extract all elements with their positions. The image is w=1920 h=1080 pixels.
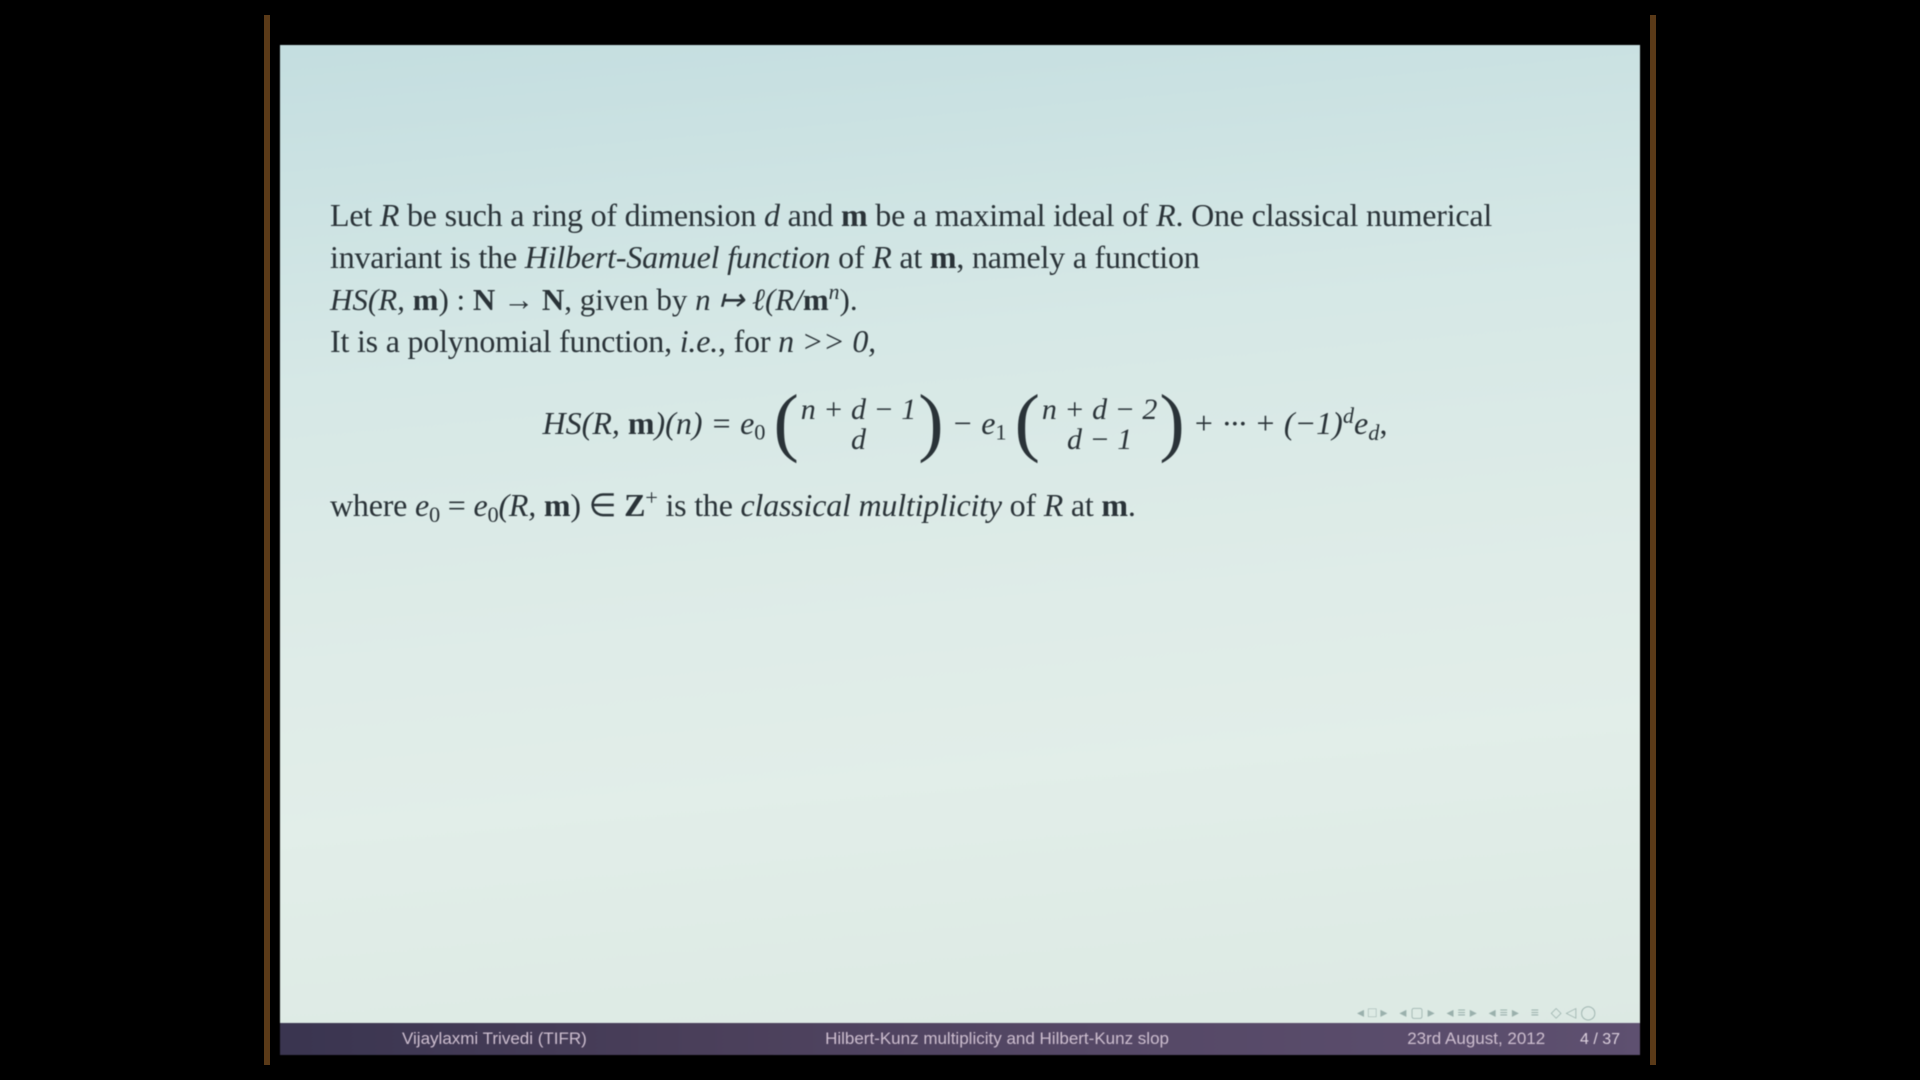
t: at — [892, 239, 930, 275]
t: of — [1002, 487, 1044, 523]
var-m: m — [1101, 487, 1127, 523]
slide-body: Let R be such a ring of dimension d and … — [280, 45, 1640, 1055]
top: n + d − 2 — [1042, 395, 1158, 425]
slide-footer: Vijaylaxmi Trivedi (TIFR) Hilbert-Kunz m… — [280, 1023, 1640, 1055]
t: )(n) = e — [655, 405, 755, 441]
t: ). — [840, 282, 858, 317]
sub0: 0 — [754, 419, 765, 444]
lparen: ( — [773, 392, 798, 453]
var-R: R — [380, 197, 399, 233]
footer-author: Vijaylaxmi Trivedi (TIFR) — [292, 1029, 587, 1049]
e0: e — [415, 487, 429, 523]
tail: + ··· + (−1)ded, — [1193, 403, 1388, 446]
map: n ↦ ℓ(R/ — [695, 282, 803, 317]
s0: 0 — [429, 502, 440, 527]
lparen: ( — [1015, 392, 1040, 453]
t: ) : — [438, 282, 472, 317]
t: (R, — [582, 405, 628, 441]
t: − e — [952, 405, 996, 441]
line-polynomial: It is a polynomial function, i.e., for n… — [330, 321, 1600, 363]
ie: i.e. — [680, 323, 718, 359]
rparen: ) — [918, 392, 943, 453]
footer-right: 23rd August, 2012 4 / 37 — [1407, 1029, 1628, 1049]
footer-date: 23rd August, 2012 — [1407, 1029, 1545, 1048]
t: , namely a function — [956, 239, 1199, 275]
t: , for — [718, 323, 778, 359]
minus-e1: − e1 — [952, 405, 1007, 446]
sub-d: d — [1368, 420, 1379, 445]
t: Let — [330, 197, 380, 233]
binom-inner: n + d − 1 d — [799, 395, 919, 455]
var-R: R — [1156, 197, 1175, 233]
t: , given by — [564, 282, 695, 317]
t: be such a ring of dimension — [399, 197, 764, 233]
set-N: N — [473, 282, 495, 317]
paragraph-1: Let R be such a ring of dimension d and … — [330, 195, 1600, 278]
var-m: m — [930, 239, 956, 275]
var-d: d — [764, 197, 780, 233]
line-where: where e0 = e0(R, m) ∈ Z+ is the classica… — [330, 483, 1600, 529]
var-R: R — [872, 239, 891, 275]
sym-HS: HS — [330, 282, 368, 317]
comma: , — [1379, 406, 1387, 442]
e0: e — [473, 487, 487, 523]
var-m: m — [841, 197, 867, 233]
plus: + — [645, 485, 657, 510]
sup-d: d — [1343, 403, 1354, 428]
cond: n >> 0, — [778, 323, 876, 359]
slide-frame: Let R be such a ring of dimension d and … — [270, 15, 1650, 1065]
formula-hs-expansion: HS(R, m)(n) = e0 ( n + d − 1 d ) − e1 ( … — [330, 394, 1600, 455]
line-hs-def: HS(R, m) : N → N, given by n ↦ ℓ(R/mn). — [330, 278, 1600, 321]
t: is the — [658, 487, 741, 523]
bot: d − 1 — [1067, 425, 1132, 455]
term-classical-multiplicity: classical multiplicity — [741, 487, 1002, 523]
top: n + d − 1 — [801, 395, 917, 425]
term-hilbert-samuel: Hilbert-Samuel function — [525, 239, 831, 275]
e: e — [1354, 406, 1368, 442]
var-R: R — [1044, 487, 1063, 523]
s0: 0 — [487, 502, 498, 527]
t: (R, — [368, 282, 413, 317]
set-Z: Z — [624, 487, 645, 523]
t: of — [830, 239, 872, 275]
binom-2: ( n + d − 2 d − 1 ) — [1015, 394, 1185, 455]
t: at — [1063, 487, 1101, 523]
lhs: HS(R, m)(n) = e0 — [543, 405, 766, 446]
t: + ··· + (−1) — [1193, 406, 1343, 442]
binom-inner: n + d − 2 d − 1 — [1040, 395, 1160, 455]
t: where — [330, 487, 415, 523]
t: It is a polynomial function, — [330, 323, 680, 359]
in: ) ∈ — [570, 487, 624, 523]
var-m: m — [413, 282, 439, 317]
var-m: m — [628, 405, 655, 441]
sup-n: n — [829, 280, 840, 304]
binom-1: ( n + d − 1 d ) — [773, 394, 943, 455]
sub1: 1 — [995, 419, 1006, 444]
set-N: N — [542, 282, 564, 317]
sym-HS: HS — [543, 405, 582, 441]
t: . — [1128, 487, 1136, 523]
var-m: m — [544, 487, 570, 523]
eq: = — [440, 487, 473, 523]
t: be a maximal ideal of — [868, 197, 1157, 233]
t: → — [495, 282, 542, 317]
beamer-nav-icons[interactable]: ◂□▸ ◂▢▸ ◂≡▸ ◂≡▸ ≡ ◇◁◯ — [1357, 1004, 1600, 1021]
var-m: m — [803, 282, 829, 317]
t: and — [780, 197, 841, 233]
bot: d — [851, 425, 866, 455]
rparen: ) — [1159, 392, 1184, 453]
footer-page: 4 / 37 — [1580, 1031, 1620, 1048]
footer-title: Hilbert-Kunz multiplicity and Hilbert-Ku… — [587, 1029, 1407, 1049]
args: (R, — [498, 487, 543, 523]
